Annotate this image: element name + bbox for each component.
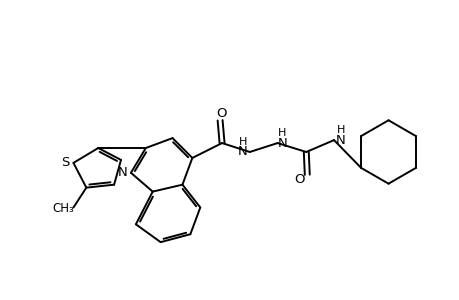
Text: S: S (61, 156, 70, 170)
Text: N: N (118, 166, 128, 179)
Text: O: O (293, 173, 304, 186)
Text: N: N (277, 136, 287, 150)
Text: CH₃: CH₃ (53, 202, 74, 215)
Text: H: H (278, 128, 286, 138)
Text: O: O (215, 107, 226, 120)
Text: N: N (237, 146, 247, 158)
Text: H: H (238, 137, 246, 147)
Text: H: H (336, 125, 344, 135)
Text: N: N (336, 134, 345, 147)
